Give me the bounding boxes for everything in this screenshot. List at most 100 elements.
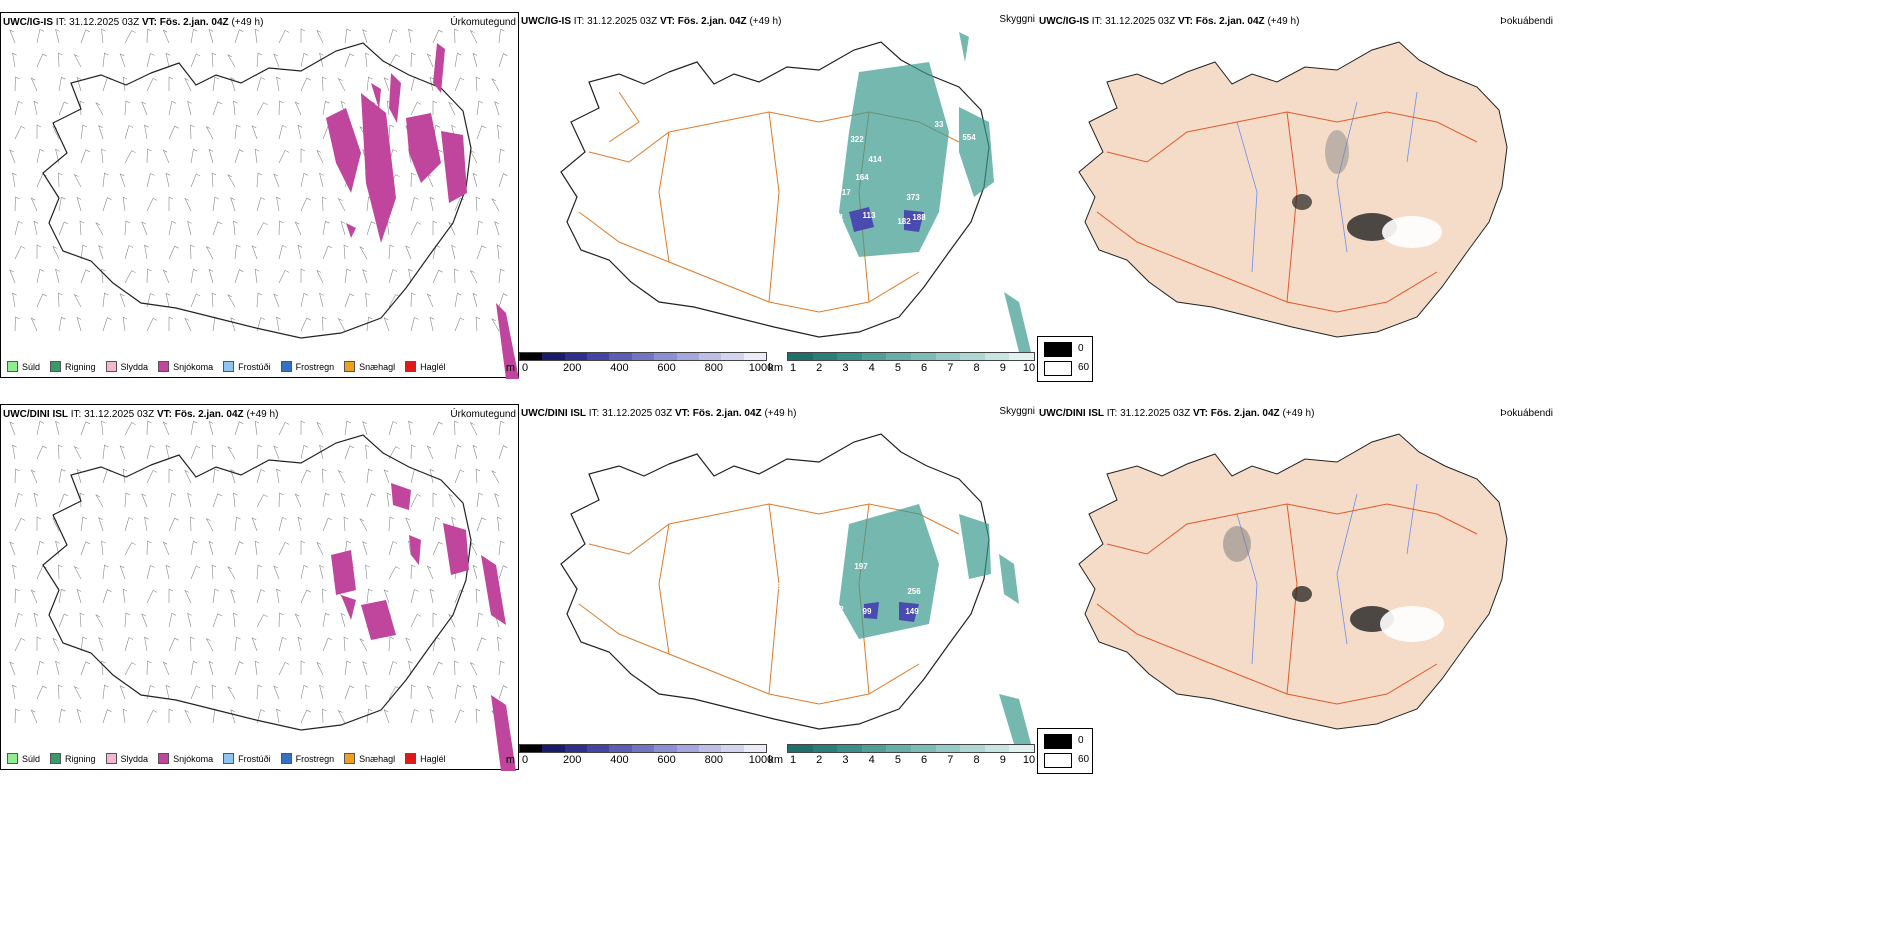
- colorbar-step: [631, 745, 655, 752]
- colorbar-tick: 800: [704, 754, 723, 766]
- wind-barb: [491, 78, 500, 92]
- wind-barb: [187, 612, 192, 628]
- wind-barb: [359, 246, 368, 260]
- wind-barb: [14, 76, 20, 92]
- wind-barb: [256, 102, 268, 116]
- legend-item: Haglél: [405, 753, 446, 764]
- wind-barb: [366, 588, 373, 604]
- wind-barb: [190, 540, 198, 556]
- wind-barb: [498, 565, 508, 580]
- vt-label: VT:: [1192, 408, 1208, 419]
- wind-barb: [383, 469, 390, 484]
- snow-area: [441, 131, 467, 203]
- colorbar-step: [788, 353, 813, 360]
- wind-barb: [190, 565, 201, 580]
- wind-barb: [205, 517, 214, 532]
- legend-swatch: [280, 753, 292, 764]
- panel-type-label: Skyggni: [999, 14, 1035, 25]
- wind-barb: [30, 589, 38, 604]
- wind-barb: [79, 100, 85, 116]
- wind-barb: [256, 589, 266, 604]
- wind-barb: [344, 53, 354, 68]
- wind-barb: [278, 29, 290, 44]
- wind-barb: [146, 317, 158, 332]
- wind-barb: [36, 268, 45, 284]
- wind-barb: [383, 317, 390, 332]
- colorbar-step: [812, 745, 838, 752]
- wind-barb: [212, 196, 220, 212]
- colorbar-unit: m: [505, 754, 515, 766]
- colorbar-step: [520, 745, 543, 752]
- wind-barb: [165, 444, 171, 460]
- wind-barb: [76, 76, 82, 92]
- wind-barb: [388, 541, 398, 556]
- wind-barb: [366, 468, 373, 484]
- wind-barb: [410, 684, 416, 700]
- wind-barb: [426, 53, 434, 68]
- wind-barb: [429, 588, 435, 604]
- wind-barb: [251, 517, 258, 532]
- wind-barb: [168, 637, 179, 652]
- legend-item: Rigning: [50, 753, 96, 764]
- wind-barb: [141, 101, 148, 116]
- wind-barb: [95, 222, 104, 236]
- wind-barb: [405, 637, 412, 652]
- wind-barb: [322, 708, 327, 724]
- fog-area: [1325, 130, 1349, 174]
- wind-barb: [102, 444, 109, 460]
- wind-barb: [410, 588, 419, 604]
- wind-barb: [469, 29, 478, 44]
- wind-barb: [475, 316, 481, 332]
- legend-swatch: [7, 361, 18, 372]
- wind-barb: [410, 52, 416, 68]
- wind-barb: [124, 125, 134, 140]
- legend-label: Haglél: [420, 361, 446, 372]
- wind-barb: [273, 293, 280, 308]
- wind-barb: [278, 149, 290, 164]
- visibility-colorbar: km 1 2 3 4 5 6 7 8 9 10: [768, 352, 1037, 378]
- wind-barb: [141, 613, 148, 628]
- wind-barb: [476, 612, 484, 628]
- wind-barb: [451, 244, 456, 260]
- wind-barb: [119, 445, 126, 460]
- wind-barb: [343, 636, 349, 652]
- visibility-area: [999, 554, 1019, 604]
- wind-barb: [102, 684, 109, 700]
- wind-barb: [101, 540, 106, 556]
- wind-barb: [14, 316, 20, 332]
- snow-area: [346, 223, 356, 238]
- wind-barb: [124, 612, 131, 628]
- wind-barb: [498, 445, 508, 460]
- wind-barb: [494, 493, 500, 508]
- it-label: IT:: [1091, 16, 1103, 27]
- wind-barb: [365, 684, 370, 700]
- wind-barb: [73, 173, 82, 188]
- wind-barb: [58, 613, 69, 628]
- wind-barb: [388, 686, 400, 700]
- wind-barb: [300, 197, 311, 212]
- wind-barb: [454, 660, 459, 676]
- ceiling-area: [849, 207, 874, 232]
- ceiling-area: [864, 602, 879, 619]
- legend-swatch: [50, 753, 62, 764]
- wind-barb: [498, 540, 505, 556]
- wind-barb: [230, 317, 236, 332]
- wind-barb: [80, 124, 88, 140]
- wind-barb: [365, 444, 370, 460]
- vt-value: Fös. 2.jan. 04Z: [159, 17, 229, 28]
- wind-barb: [432, 269, 443, 284]
- colorbar-tick: 3: [842, 754, 849, 766]
- wind-barb: [322, 196, 327, 212]
- legend-item: Slydda: [105, 753, 148, 764]
- wind-barb: [276, 468, 281, 484]
- wind-barb: [322, 468, 327, 484]
- wind-barb: [366, 316, 373, 332]
- colorbar-step: [910, 353, 936, 360]
- wind-barb: [58, 196, 66, 212]
- wind-barb: [273, 173, 280, 188]
- wind-barb: [144, 516, 149, 532]
- legend-label: Snjókoma: [173, 753, 214, 764]
- wind-barb: [337, 77, 346, 92]
- visibility-area: [1004, 292, 1031, 352]
- wind-barb: [227, 54, 236, 68]
